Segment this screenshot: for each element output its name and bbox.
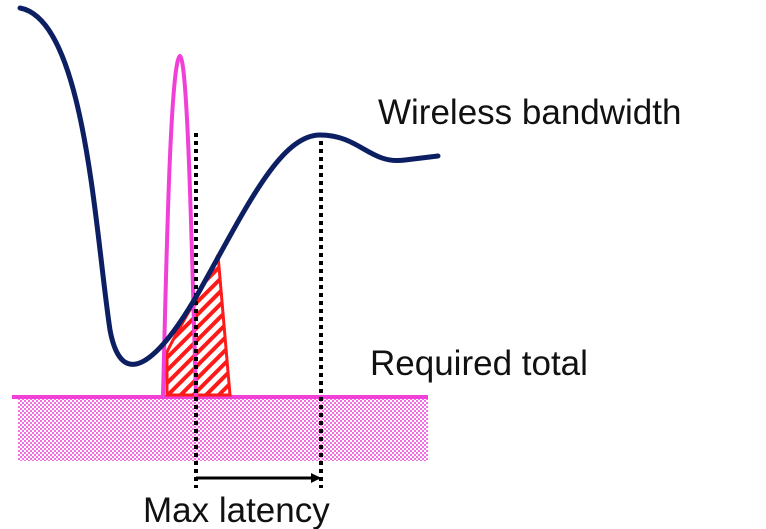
required-total-band: [18, 397, 428, 461]
wireless-bandwidth-curve: [17, 5, 441, 367]
wireless-bandwidth-label: Wireless bandwidth: [378, 93, 681, 132]
max-latency-label: Max latency: [143, 491, 330, 529]
demand-spike-curve: [161, 53, 198, 397]
required-total-label: Required total: [370, 344, 588, 383]
